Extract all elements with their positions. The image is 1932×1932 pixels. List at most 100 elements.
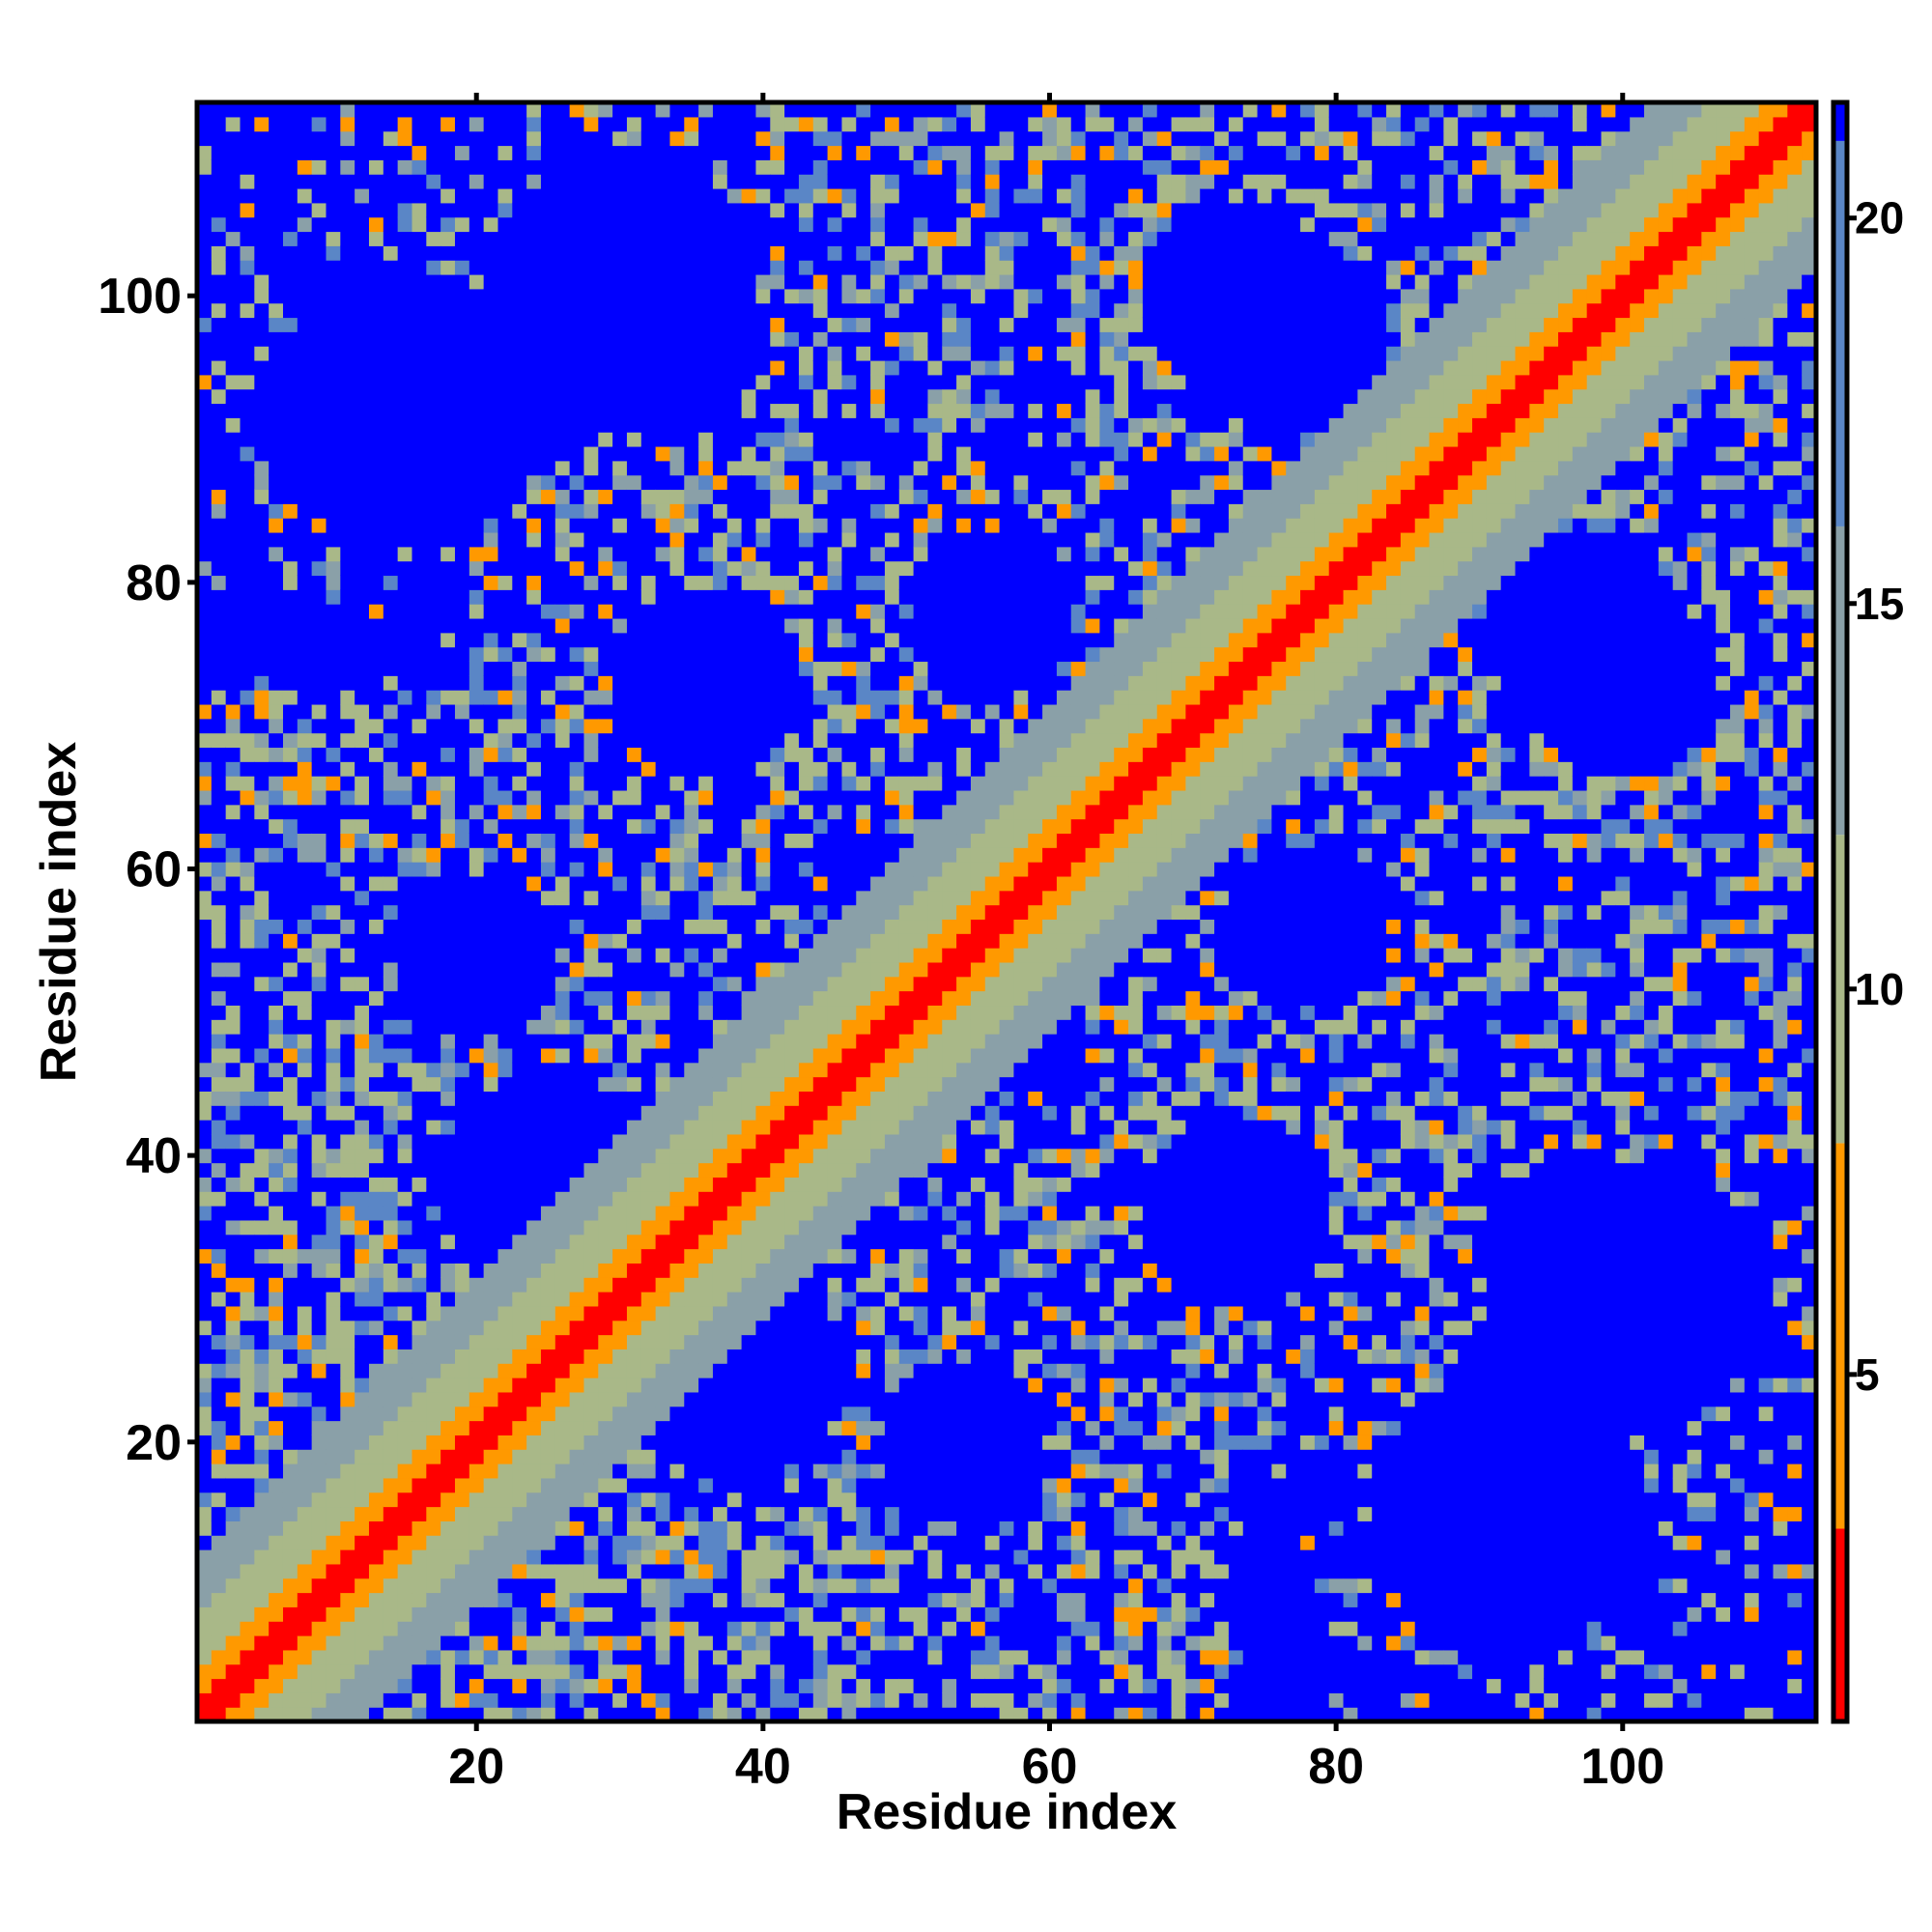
heatmap-cell (440, 990, 456, 1007)
heatmap-cell (755, 1435, 771, 1450)
heatmap-cell (383, 1621, 399, 1636)
heatmap-cell (640, 130, 657, 147)
heatmap-cell (554, 216, 571, 233)
heatmap-cell (469, 216, 485, 233)
heatmap-cell (383, 1563, 399, 1579)
heatmap-cell (440, 1206, 456, 1221)
heatmap-cell (326, 1162, 341, 1178)
heatmap-cell (655, 948, 671, 963)
heatmap-cell (326, 646, 341, 663)
heatmap-cell (583, 1563, 599, 1579)
heatmap-cell (812, 919, 829, 934)
heatmap-cell (526, 1062, 542, 1078)
heatmap-cell (497, 1320, 513, 1336)
heatmap-cell (526, 890, 542, 906)
heatmap-cell (440, 632, 456, 648)
heatmap-cell (812, 1277, 829, 1293)
heatmap-cell (655, 288, 671, 304)
heatmap-cell (355, 460, 370, 476)
heatmap-cell (355, 1363, 370, 1378)
heatmap-cell (397, 1707, 413, 1722)
heatmap-cell (368, 489, 384, 504)
heatmap-cell (770, 690, 785, 705)
heatmap-cell (383, 718, 399, 734)
heatmap-cell (297, 890, 313, 906)
heatmap-cell (254, 718, 270, 734)
heatmap-cell (540, 847, 556, 863)
heatmap-cell (770, 116, 785, 132)
heatmap-cell (798, 245, 814, 261)
heatmap-cell (512, 474, 527, 491)
heatmap-cell (240, 445, 255, 462)
heatmap-cell (640, 890, 657, 906)
heatmap-cell (383, 1449, 399, 1464)
heatmap-cell (569, 1105, 585, 1121)
heatmap-cell (598, 1663, 613, 1680)
heatmap-cell (554, 432, 571, 447)
heatmap-cell (311, 1234, 327, 1250)
heatmap-cell (554, 976, 571, 992)
heatmap-cell (583, 359, 599, 376)
heatmap-cell (197, 604, 213, 619)
heatmap-cell (311, 1577, 327, 1594)
heatmap-cell (626, 1592, 642, 1607)
heatmap-cell (554, 919, 571, 934)
heatmap-cell (426, 732, 441, 749)
heatmap-cell (340, 1349, 355, 1364)
heatmap-cell (712, 1563, 728, 1579)
heatmap-cell (640, 1177, 657, 1192)
heatmap-cell (741, 575, 757, 590)
heatmap-cell (454, 1692, 470, 1708)
heatmap-cell (483, 417, 499, 433)
heatmap-cell (240, 732, 255, 749)
heatmap-cell (225, 1320, 242, 1336)
heatmap-cell (197, 732, 213, 749)
heatmap-cell (397, 1463, 413, 1479)
heatmap-cell (712, 331, 728, 347)
heatmap-cell (612, 202, 628, 218)
heatmap-cell (770, 546, 785, 562)
heatmap-cell (483, 187, 499, 204)
heatmap-cell (712, 1435, 728, 1450)
heatmap-cell (812, 388, 829, 405)
heatmap-cell (698, 302, 714, 319)
heatmap-cell (712, 1320, 728, 1336)
heatmap-cell (355, 1520, 370, 1536)
heatmap-cell (698, 1320, 714, 1336)
heatmap-cell (397, 1076, 413, 1092)
heatmap-cell (583, 1391, 599, 1407)
heatmap-cell (655, 518, 671, 533)
heatmap-cell (655, 604, 671, 619)
heatmap-cell (569, 1420, 585, 1435)
heatmap-cell (254, 1535, 270, 1550)
heatmap-cell (540, 245, 556, 261)
heatmap-cell (225, 489, 242, 504)
heatmap-cell (798, 174, 814, 189)
heatmap-cell (655, 1292, 671, 1307)
heatmap-cell (383, 875, 399, 892)
heatmap-cell (197, 174, 213, 189)
heatmap-cell (440, 833, 456, 848)
heatmap-cell (540, 1549, 556, 1565)
heatmap-cell (626, 531, 642, 548)
heatmap-cell (540, 1520, 556, 1536)
heatmap-cell (827, 1692, 843, 1708)
heatmap-cell (669, 718, 685, 734)
heatmap-cell (240, 1635, 255, 1651)
heatmap-cell (282, 890, 298, 906)
heatmap-cell (640, 933, 657, 949)
heatmap-cell (225, 1692, 242, 1708)
heatmap-cell (340, 260, 355, 275)
heatmap-cell (469, 417, 485, 433)
heatmap-cell (211, 288, 227, 304)
heatmap-cell (726, 718, 743, 734)
heatmap-cell (526, 432, 542, 447)
heatmap-cell (311, 1492, 327, 1508)
heatmap-cell (440, 904, 456, 921)
heatmap-cell (297, 346, 313, 361)
heatmap-cell (440, 847, 456, 863)
heatmap-cell (655, 875, 671, 892)
heatmap-cell (326, 1535, 341, 1550)
heatmap-cell (326, 331, 341, 347)
heatmap-cell (669, 1492, 685, 1508)
